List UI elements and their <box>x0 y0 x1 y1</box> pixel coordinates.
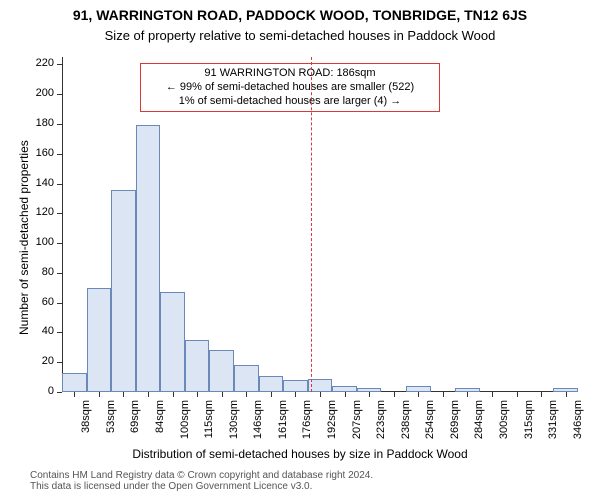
x-tick-mark <box>99 392 100 397</box>
x-tick-label: 238sqm <box>400 400 412 440</box>
annotation-line: 91 WARRINGTON ROAD: 186sqm <box>147 67 433 81</box>
x-tick-mark <box>418 392 419 397</box>
histogram-bar <box>283 380 308 392</box>
y-tick-label: 0 <box>28 385 54 397</box>
x-tick-label: 115sqm <box>203 400 215 440</box>
histogram-bar <box>87 288 112 392</box>
y-tick-label: 20 <box>28 355 54 367</box>
x-tick-label: 254sqm <box>424 400 436 440</box>
x-tick-label: 300sqm <box>498 400 510 440</box>
x-tick-label: 207sqm <box>351 400 363 440</box>
x-tick-mark <box>74 392 75 397</box>
y-tick-mark <box>57 64 62 65</box>
histogram-bar <box>136 125 161 392</box>
y-tick-mark <box>57 184 62 185</box>
histogram-bar <box>209 350 234 392</box>
x-tick-mark <box>246 392 247 397</box>
x-tick-mark <box>517 392 518 397</box>
y-tick-label: 120 <box>28 206 54 218</box>
histogram-bar <box>234 365 259 392</box>
x-axis-label: Distribution of semi-detached houses by … <box>0 447 600 461</box>
x-tick-label: 53sqm <box>105 400 117 440</box>
y-tick-label: 160 <box>28 147 54 159</box>
x-tick-mark <box>148 392 149 397</box>
histogram-bar <box>111 190 136 392</box>
x-tick-mark <box>320 392 321 397</box>
x-tick-mark <box>394 392 395 397</box>
y-tick-mark <box>57 124 62 125</box>
histogram-bar <box>62 373 87 392</box>
y-tick-mark <box>57 362 62 363</box>
x-tick-mark <box>222 392 223 397</box>
x-tick-mark <box>197 392 198 397</box>
x-tick-mark <box>467 392 468 397</box>
x-tick-mark <box>443 392 444 397</box>
x-tick-mark <box>345 392 346 397</box>
chart-subtitle: Size of property relative to semi-detach… <box>0 28 600 43</box>
x-tick-label: 315sqm <box>523 400 535 440</box>
x-tick-label: 269sqm <box>449 400 461 440</box>
y-tick-label: 200 <box>28 87 54 99</box>
y-tick-label: 180 <box>28 117 54 129</box>
annotation-box: 91 WARRINGTON ROAD: 186sqm← 99% of semi-… <box>140 63 440 112</box>
y-tick-mark <box>57 154 62 155</box>
x-tick-label: 176sqm <box>301 400 313 440</box>
x-tick-label: 161sqm <box>277 400 289 440</box>
y-tick-label: 60 <box>28 296 54 308</box>
x-tick-label: 69sqm <box>129 400 141 440</box>
x-tick-mark <box>295 392 296 397</box>
x-tick-label: 346sqm <box>572 400 584 440</box>
histogram-bar <box>259 376 284 392</box>
annotation-line: ← 99% of semi-detached houses are smalle… <box>147 81 433 95</box>
x-tick-label: 100sqm <box>179 400 191 440</box>
histogram-bar <box>185 340 210 392</box>
y-tick-label: 100 <box>28 236 54 248</box>
chart-container: { "title": "91, WARRINGTON ROAD, PADDOCK… <box>0 0 600 500</box>
x-tick-label: 284sqm <box>473 400 485 440</box>
annotation-line: 1% of semi-detached houses are larger (4… <box>147 95 433 109</box>
y-tick-mark <box>57 332 62 333</box>
x-tick-mark <box>271 392 272 397</box>
x-tick-label: 38sqm <box>80 400 92 440</box>
x-tick-label: 223sqm <box>375 400 387 440</box>
x-tick-label: 146sqm <box>252 400 264 440</box>
x-tick-mark <box>541 392 542 397</box>
y-tick-mark <box>57 303 62 304</box>
y-tick-label: 40 <box>28 325 54 337</box>
x-tick-label: 130sqm <box>228 400 240 440</box>
y-tick-label: 80 <box>28 266 54 278</box>
x-tick-mark <box>492 392 493 397</box>
y-tick-mark <box>57 213 62 214</box>
y-tick-label: 220 <box>28 57 54 69</box>
y-tick-mark <box>57 243 62 244</box>
y-tick-mark <box>57 94 62 95</box>
x-tick-label: 331sqm <box>547 400 559 440</box>
x-tick-mark <box>173 392 174 397</box>
x-tick-label: 192sqm <box>326 400 338 440</box>
chart-title: 91, WARRINGTON ROAD, PADDOCK WOOD, TONBR… <box>0 7 600 23</box>
x-tick-mark <box>566 392 567 397</box>
marker-line <box>311 57 312 392</box>
y-tick-label: 140 <box>28 177 54 189</box>
y-tick-mark <box>57 392 62 393</box>
footer-text: Contains HM Land Registry data © Crown c… <box>30 470 373 492</box>
y-tick-mark <box>57 273 62 274</box>
x-tick-mark <box>369 392 370 397</box>
x-tick-mark <box>123 392 124 397</box>
histogram-bar <box>160 292 185 392</box>
x-tick-label: 84sqm <box>154 400 166 440</box>
